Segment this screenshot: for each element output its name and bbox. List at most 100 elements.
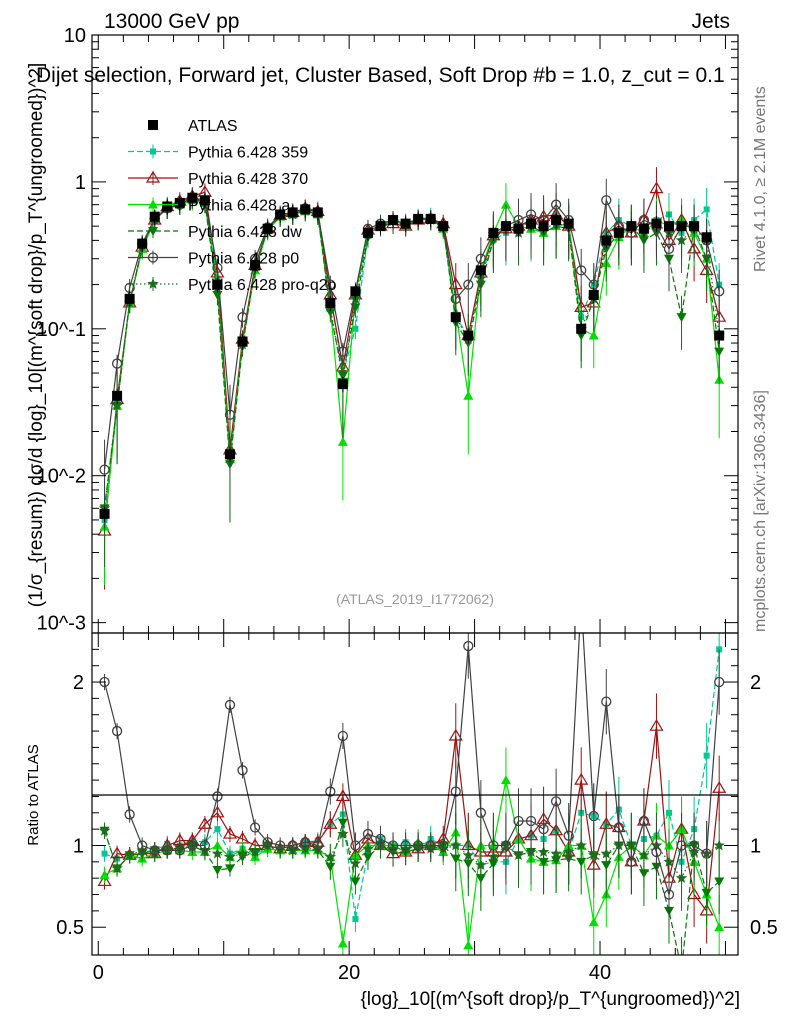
main-data-point (262, 223, 273, 234)
main-series-line (103, 197, 720, 509)
ratio-axes: 0.5 0.51 12 20 20 40 (56, 35, 778, 984)
analysis-watermark: (ATLAS_2019_I1772062) (336, 591, 494, 607)
ratio-data-point (713, 839, 725, 851)
legend-marker (145, 170, 161, 183)
ratio-data-point (224, 850, 236, 862)
main-data-point (224, 409, 236, 420)
legend-label: Pythia 6.428 pro-q2o (188, 277, 337, 294)
ratio-data-point (663, 855, 675, 867)
main-data-point (500, 199, 511, 209)
plot-title: Dijet selection, Forward jet, Cluster Ba… (36, 64, 725, 87)
main-data-point (538, 221, 549, 232)
ratio-data-point (649, 719, 664, 731)
main-data-point (576, 323, 587, 334)
ratio-data-point (174, 845, 185, 856)
x-tick-label: 0 (93, 962, 104, 984)
main-data-point (438, 221, 449, 232)
category-label: Jets (691, 10, 730, 33)
main-data-point (352, 325, 359, 332)
ratio-data-point (688, 840, 700, 851)
main-data-point (513, 223, 524, 234)
ratio-data-point (400, 840, 411, 851)
main-data-point (111, 399, 123, 411)
ratio-data-point (574, 772, 589, 785)
ratio-data-point (211, 847, 224, 859)
legend-entry: ATLAS (148, 118, 238, 135)
ratio-data-point (513, 815, 524, 827)
main-plot-data (97, 167, 727, 590)
ratio-data-point (324, 850, 336, 862)
main-data-point (475, 265, 486, 276)
ratio-data-point (538, 823, 549, 835)
main-data-point (111, 358, 123, 369)
main-data-point (425, 213, 436, 224)
main-data-point (137, 238, 148, 249)
ratio-data-point (412, 840, 424, 851)
ratio-data-point (525, 815, 537, 827)
legend-marker (147, 278, 159, 289)
ratio-data-point (111, 862, 123, 874)
main-data-point (626, 221, 637, 232)
main-data-point (526, 218, 537, 229)
ratio-data-point (462, 849, 474, 861)
ratio-data-point (588, 810, 599, 822)
ratio-data-point (101, 850, 108, 857)
main-data-point (337, 346, 349, 357)
legend-entry: Pythia 6.428 359 (128, 144, 308, 162)
ratio-data-point (712, 781, 727, 793)
legend-marker (148, 227, 158, 236)
main-data-point (601, 235, 612, 246)
ratio-data-point (111, 725, 123, 737)
legend-entry: Pythia 6.428 dw (128, 224, 302, 241)
x-tick-label: 20 (338, 962, 360, 984)
main-data-point (237, 312, 248, 323)
ratio-data-point (124, 809, 135, 820)
legend-label: Pythia 6.428 370 (188, 171, 308, 188)
main-data-point (162, 201, 173, 212)
main-data-point (450, 312, 461, 323)
ratio-data-point (110, 846, 125, 859)
main-series-line (103, 195, 720, 520)
ratio-series-line (103, 633, 720, 897)
ratio-data-point (500, 775, 511, 785)
ratio-data-point (463, 640, 474, 652)
ratio-data-point (550, 796, 562, 807)
main-series-3 (99, 183, 725, 586)
main-data-point (663, 243, 675, 255)
ratio-data-point (350, 840, 361, 851)
main-y-tick-label: 10^-2 (37, 466, 86, 488)
ratio-data-point (287, 840, 298, 851)
ratio-data-point (488, 840, 499, 851)
main-data-point (689, 221, 700, 232)
main-data-point (337, 436, 348, 446)
legend-marker (148, 120, 158, 130)
legend-label: Pythia 6.428 359 (188, 145, 308, 162)
ratio-data-point (224, 699, 236, 711)
legend-label: ATLAS (188, 118, 238, 135)
main-y-axis: 10^-3 10^-2 10^-1 1 10 (37, 25, 738, 635)
ratio-data-point (577, 596, 586, 605)
main-data-point (350, 286, 361, 297)
ratio-data-point (601, 696, 612, 707)
main-data-point (588, 330, 599, 340)
ratio-data-point (337, 828, 349, 839)
ratio-y-tick-label-left: 0.5 (56, 917, 84, 939)
ratio-data-point (97, 874, 112, 887)
main-data-point (275, 209, 286, 220)
main-data-point (714, 286, 725, 297)
ratio-data-point (187, 840, 198, 851)
main-y-tick-label: 10 (64, 25, 86, 47)
ratio-data-point (575, 839, 587, 851)
legend-entry: Pythia 6.428 pro-q2o (128, 277, 337, 294)
main-data-point (212, 262, 223, 274)
ratio-data-point (337, 938, 348, 948)
ratio-data-point (212, 791, 223, 802)
ratio-data-point (362, 842, 374, 854)
main-y-tick-label: 10^-3 (37, 613, 86, 635)
ratio-data-point (387, 840, 399, 851)
main-data-point (714, 330, 725, 341)
main-data-point (362, 227, 373, 238)
main-data-point (463, 330, 474, 341)
main-y-tick-label: 1 (75, 172, 86, 194)
